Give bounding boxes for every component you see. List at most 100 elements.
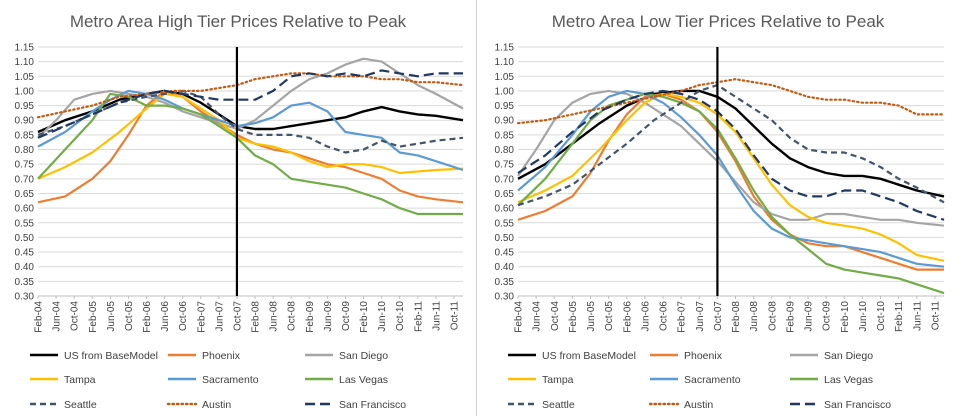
y-tick-label: 0.30 bbox=[15, 292, 35, 303]
legend-label: Seattle bbox=[542, 399, 575, 411]
legend-label: Tampa bbox=[542, 374, 574, 386]
y-tick-label: 0.75 bbox=[495, 160, 515, 171]
x-tick-label: Jun-06 bbox=[640, 301, 651, 332]
chart-panel-low-tier: Metro Area Low Tier Prices Relative to P… bbox=[478, 0, 957, 416]
y-tick-label: 0.35 bbox=[495, 277, 515, 288]
x-tick-label: Feb-08 bbox=[251, 301, 262, 333]
x-tick-label: Jun-09 bbox=[804, 301, 815, 332]
x-tick-label: Feb-05 bbox=[568, 301, 579, 333]
legend-label: Austin bbox=[684, 399, 713, 411]
x-tick-label: Jun-07 bbox=[695, 301, 706, 332]
chart-title: Metro Area Low Tier Prices Relative to P… bbox=[552, 12, 885, 31]
y-tick-label: 0.70 bbox=[495, 174, 515, 185]
line-chart-high-tier: Metro Area High Tier Prices Relative to … bbox=[15, 12, 465, 411]
x-tick-label: Oct-09 bbox=[822, 301, 833, 331]
chart-panel-high-tier: Metro Area High Tier Prices Relative to … bbox=[0, 0, 476, 416]
series-line-san-diego bbox=[517, 89, 945, 227]
series-line-phoenix bbox=[517, 92, 944, 271]
y-tick-label: 0.30 bbox=[495, 292, 515, 303]
x-tick-label: Jun-11 bbox=[431, 301, 442, 331]
y-tick-label: 0.55 bbox=[15, 218, 35, 229]
x-tick-label: Oct-05 bbox=[124, 301, 135, 331]
line-chart-low-tier: Metro Area Low Tier Prices Relative to P… bbox=[495, 12, 946, 411]
y-tick-label: 1.05 bbox=[15, 72, 35, 83]
y-tick-label: 0.90 bbox=[495, 116, 515, 127]
y-tick-label: 1.15 bbox=[15, 43, 35, 54]
y-tick-label: 0.95 bbox=[15, 101, 35, 112]
x-tick-label: Feb-10 bbox=[359, 301, 370, 333]
y-tick-label: 0.35 bbox=[15, 277, 35, 288]
series-line-sacramento bbox=[37, 89, 464, 172]
y-tick-label: 0.70 bbox=[15, 174, 35, 185]
legend-label: Las Vegas bbox=[824, 374, 873, 386]
legend-label: San Diego bbox=[824, 350, 873, 362]
x-tick-label: Oct-08 bbox=[767, 301, 778, 331]
legend-label: Las Vegas bbox=[339, 374, 388, 386]
x-tick-label: Jun-10 bbox=[377, 301, 388, 332]
y-tick-label: 0.40 bbox=[495, 262, 515, 273]
x-tick-label: Jun-05 bbox=[586, 301, 597, 332]
x-tick-label: Oct-07 bbox=[713, 301, 724, 331]
legend-label: Tampa bbox=[64, 374, 96, 386]
series-line-san-diego bbox=[37, 57, 464, 139]
y-tick-label: 1.15 bbox=[495, 43, 515, 54]
legend-label: Sacramento bbox=[684, 374, 741, 386]
y-tick-label: 1.00 bbox=[495, 86, 515, 97]
y-tick-label: 0.60 bbox=[495, 204, 515, 215]
legend-label: San Francisco bbox=[824, 399, 891, 411]
legend-label: Phoenix bbox=[202, 350, 241, 362]
x-tick-label: Jun-08 bbox=[269, 301, 280, 332]
series-line-us-from-basemodel bbox=[517, 89, 945, 198]
y-tick-label: 0.45 bbox=[15, 248, 35, 259]
x-tick-label: Feb-07 bbox=[196, 301, 207, 333]
x-tick-label: Oct-10 bbox=[876, 301, 887, 331]
series-line-austin bbox=[516, 78, 946, 125]
series-line-san-francisco bbox=[517, 89, 945, 221]
x-tick-label: Feb-11 bbox=[413, 301, 424, 332]
x-tick-label: Jun-07 bbox=[214, 301, 225, 332]
chart-title: Metro Area High Tier Prices Relative to … bbox=[70, 12, 407, 31]
x-tick-label: Oct-11 bbox=[930, 301, 941, 331]
legend-label: US from BaseModel bbox=[64, 350, 158, 362]
y-tick-label: 0.55 bbox=[495, 218, 515, 229]
x-tick-label: Feb-09 bbox=[785, 301, 796, 333]
x-tick-label: Oct-11 bbox=[449, 301, 460, 331]
x-tick-label: Feb-05 bbox=[88, 301, 99, 333]
x-tick-label: Jun-11 bbox=[912, 301, 923, 331]
x-tick-label: Jun-10 bbox=[858, 301, 869, 332]
legend-label: US from BaseModel bbox=[542, 350, 636, 362]
y-tick-label: 0.50 bbox=[15, 233, 35, 244]
series-line-tampa bbox=[37, 92, 464, 180]
x-tick-label: Jun-06 bbox=[160, 301, 171, 332]
y-tick-label: 0.85 bbox=[495, 130, 515, 141]
x-tick-label: Oct-08 bbox=[287, 301, 298, 331]
y-tick-label: 1.05 bbox=[495, 72, 515, 83]
x-tick-label: Jun-09 bbox=[323, 301, 334, 332]
x-tick-label: Oct-10 bbox=[395, 301, 406, 331]
y-tick-label: 0.60 bbox=[15, 204, 35, 215]
y-tick-label: 0.50 bbox=[495, 233, 515, 244]
x-tick-label: Feb-08 bbox=[731, 301, 742, 333]
y-tick-label: 0.80 bbox=[495, 145, 515, 156]
y-tick-label: 0.65 bbox=[15, 189, 35, 200]
y-tick-label: 0.95 bbox=[495, 101, 515, 112]
panel-divider bbox=[476, 0, 477, 416]
x-tick-label: Jun-04 bbox=[52, 301, 63, 332]
legend-label: Sacramento bbox=[202, 374, 259, 386]
x-tick-label: Oct-07 bbox=[232, 301, 243, 331]
y-tick-label: 0.85 bbox=[15, 130, 35, 141]
series-line-sacramento bbox=[517, 89, 945, 268]
series-line-seattle bbox=[517, 84, 945, 207]
x-tick-label: Feb-10 bbox=[840, 301, 851, 333]
legend-label: Phoenix bbox=[684, 350, 723, 362]
y-tick-label: 0.80 bbox=[15, 145, 35, 156]
y-tick-label: 0.65 bbox=[495, 189, 515, 200]
x-tick-label: Oct-06 bbox=[178, 301, 189, 331]
y-tick-label: 0.45 bbox=[495, 248, 515, 259]
x-tick-label: Jun-08 bbox=[749, 301, 760, 332]
legend-label: San Diego bbox=[339, 350, 388, 362]
series-line-us-from-basemodel bbox=[37, 89, 464, 134]
x-tick-label: Feb-07 bbox=[677, 301, 688, 333]
y-tick-label: 1.00 bbox=[15, 86, 35, 97]
x-tick-label: Oct-09 bbox=[341, 301, 352, 331]
